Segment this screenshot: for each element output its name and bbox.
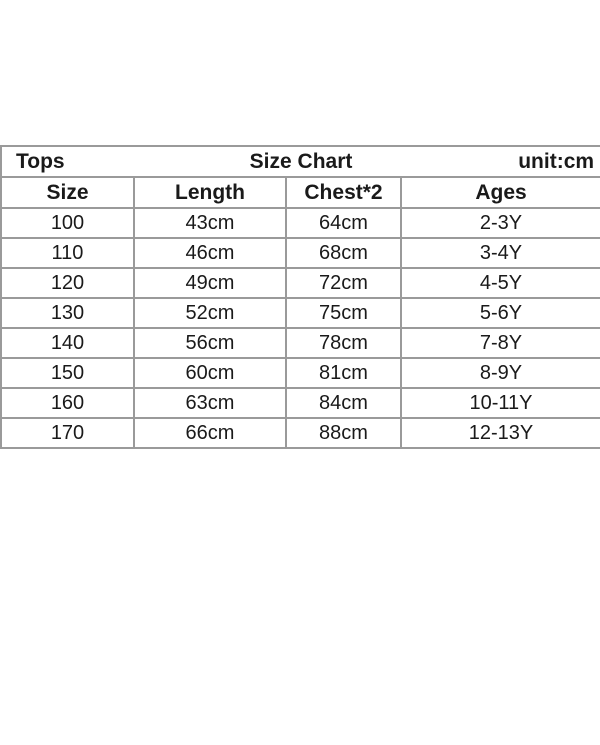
category-label: Tops: [16, 149, 65, 173]
cell-ages: 12-13Y: [399, 417, 600, 449]
cell-size: 110: [0, 237, 135, 269]
table-row: 110 46cm 68cm 3-4Y: [0, 237, 600, 269]
cell-chest: 81cm: [285, 357, 402, 389]
cell-ages: 10-11Y: [399, 387, 600, 419]
cell-size: 140: [0, 327, 135, 359]
cell-ages: 5-6Y: [399, 297, 600, 329]
cell-length: 46cm: [133, 237, 287, 269]
col-header-size: Size: [0, 176, 135, 209]
col-header-length: Length: [133, 176, 287, 209]
table-body: 100 43cm 64cm 2-3Y 110 46cm 68cm 3-4Y 12…: [0, 207, 600, 449]
cell-length: 56cm: [133, 327, 287, 359]
cell-chest: 72cm: [285, 267, 402, 299]
table-row: 130 52cm 75cm 5-6Y: [0, 297, 600, 329]
table-row: 140 56cm 78cm 7-8Y: [0, 327, 600, 359]
cell-size: 170: [0, 417, 135, 449]
cell-chest: 78cm: [285, 327, 402, 359]
size-chart-table: Tops Size Chart unit:cm Size Length Ches…: [0, 145, 600, 449]
cell-ages: 8-9Y: [399, 357, 600, 389]
cell-size: 120: [0, 267, 135, 299]
cell-chest: 68cm: [285, 237, 402, 269]
col-header-ages: Ages: [399, 176, 600, 209]
cell-length: 49cm: [133, 267, 287, 299]
cell-length: 66cm: [133, 417, 287, 449]
cell-chest: 64cm: [285, 207, 402, 239]
cell-chest: 88cm: [285, 417, 402, 449]
cell-length: 43cm: [133, 207, 287, 239]
cell-ages: 4-5Y: [399, 267, 600, 299]
cell-length: 60cm: [133, 357, 287, 389]
cell-size: 160: [0, 387, 135, 419]
cell-ages: 7-8Y: [399, 327, 600, 359]
table-row: 160 63cm 84cm 10-11Y: [0, 387, 600, 419]
cell-size: 130: [0, 297, 135, 329]
title-row: Tops Size Chart unit:cm: [0, 145, 600, 178]
col-header-chest: Chest*2: [285, 176, 402, 209]
cell-ages: 2-3Y: [399, 207, 600, 239]
cell-length: 63cm: [133, 387, 287, 419]
size-chart: Tops Size Chart unit:cm Size Length Ches…: [0, 145, 600, 449]
table-row: 150 60cm 81cm 8-9Y: [0, 357, 600, 389]
cell-chest: 75cm: [285, 297, 402, 329]
title-bar: Tops Size Chart unit:cm: [3, 149, 599, 174]
cell-ages: 3-4Y: [399, 237, 600, 269]
unit-label: unit:cm: [518, 149, 595, 173]
cell-size: 100: [0, 207, 135, 239]
cell-size: 150: [0, 357, 135, 389]
cell-chest: 84cm: [285, 387, 402, 419]
header-row: Size Length Chest*2 Ages: [0, 176, 600, 209]
chart-title: Size Chart: [249, 149, 353, 173]
cell-length: 52cm: [133, 297, 287, 329]
table-row: 120 49cm 72cm 4-5Y: [0, 267, 600, 299]
table-row: 100 43cm 64cm 2-3Y: [0, 207, 600, 239]
table-row: 170 66cm 88cm 12-13Y: [0, 417, 600, 449]
